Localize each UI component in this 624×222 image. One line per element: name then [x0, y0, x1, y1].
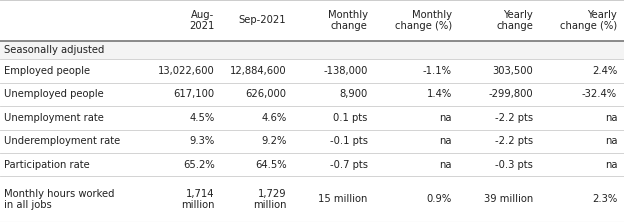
Text: 13,022,600: 13,022,600 [158, 66, 215, 76]
Text: 4.6%: 4.6% [261, 113, 286, 123]
Text: -1.1%: -1.1% [423, 66, 452, 76]
Text: 1,714
million: 1,714 million [181, 188, 215, 210]
Text: 15 million: 15 million [318, 194, 368, 204]
Bar [0, 83, 624, 106]
Text: Aug-
2021: Aug- 2021 [189, 10, 215, 31]
Bar [0, 106, 624, 129]
Text: 1,729
million: 1,729 million [253, 188, 286, 210]
Text: 12,884,600: 12,884,600 [230, 66, 286, 76]
Text: -0.7 pts: -0.7 pts [329, 160, 368, 170]
Text: 0.9%: 0.9% [427, 194, 452, 204]
Bar [0, 0, 624, 41]
Text: 617,100: 617,100 [173, 89, 215, 99]
Bar [0, 41, 624, 59]
Text: na: na [439, 160, 452, 170]
Bar [0, 153, 624, 176]
Text: 4.5%: 4.5% [190, 113, 215, 123]
Text: Seasonally adjusted: Seasonally adjusted [4, 45, 104, 55]
Bar [0, 129, 624, 153]
Text: 303,500: 303,500 [492, 66, 533, 76]
Text: -0.3 pts: -0.3 pts [495, 160, 533, 170]
Text: -299,800: -299,800 [488, 89, 533, 99]
Text: Underemployment rate: Underemployment rate [4, 136, 120, 146]
Bar [0, 176, 624, 222]
Text: na: na [605, 113, 617, 123]
Bar [0, 59, 624, 83]
Text: -2.2 pts: -2.2 pts [495, 113, 533, 123]
Text: -0.1 pts: -0.1 pts [329, 136, 368, 146]
Text: na: na [439, 113, 452, 123]
Text: 1.4%: 1.4% [427, 89, 452, 99]
Text: Sep-2021: Sep-2021 [239, 15, 286, 25]
Text: Unemployed people: Unemployed people [4, 89, 104, 99]
Text: Monthly
change (%): Monthly change (%) [394, 10, 452, 31]
Text: na: na [605, 160, 617, 170]
Text: 2.3%: 2.3% [592, 194, 617, 204]
Text: Participation rate: Participation rate [4, 160, 89, 170]
Text: Unemployment rate: Unemployment rate [4, 113, 104, 123]
Text: 0.1 pts: 0.1 pts [333, 113, 368, 123]
Text: na: na [439, 136, 452, 146]
Text: Yearly
change (%): Yearly change (%) [560, 10, 617, 31]
Text: Monthly
change: Monthly change [328, 10, 368, 31]
Text: Employed people: Employed people [4, 66, 90, 76]
Text: -32.4%: -32.4% [582, 89, 617, 99]
Text: 8,900: 8,900 [339, 89, 368, 99]
Text: 9.3%: 9.3% [190, 136, 215, 146]
Text: Monthly hours worked
in all jobs: Monthly hours worked in all jobs [4, 188, 114, 210]
Text: 2.4%: 2.4% [592, 66, 617, 76]
Text: 39 million: 39 million [484, 194, 533, 204]
Text: -138,000: -138,000 [323, 66, 368, 76]
Text: -2.2 pts: -2.2 pts [495, 136, 533, 146]
Text: 626,000: 626,000 [245, 89, 286, 99]
Text: Yearly
change: Yearly change [496, 10, 533, 31]
Text: 64.5%: 64.5% [255, 160, 286, 170]
Text: na: na [605, 136, 617, 146]
Text: 65.2%: 65.2% [183, 160, 215, 170]
Text: 9.2%: 9.2% [261, 136, 286, 146]
